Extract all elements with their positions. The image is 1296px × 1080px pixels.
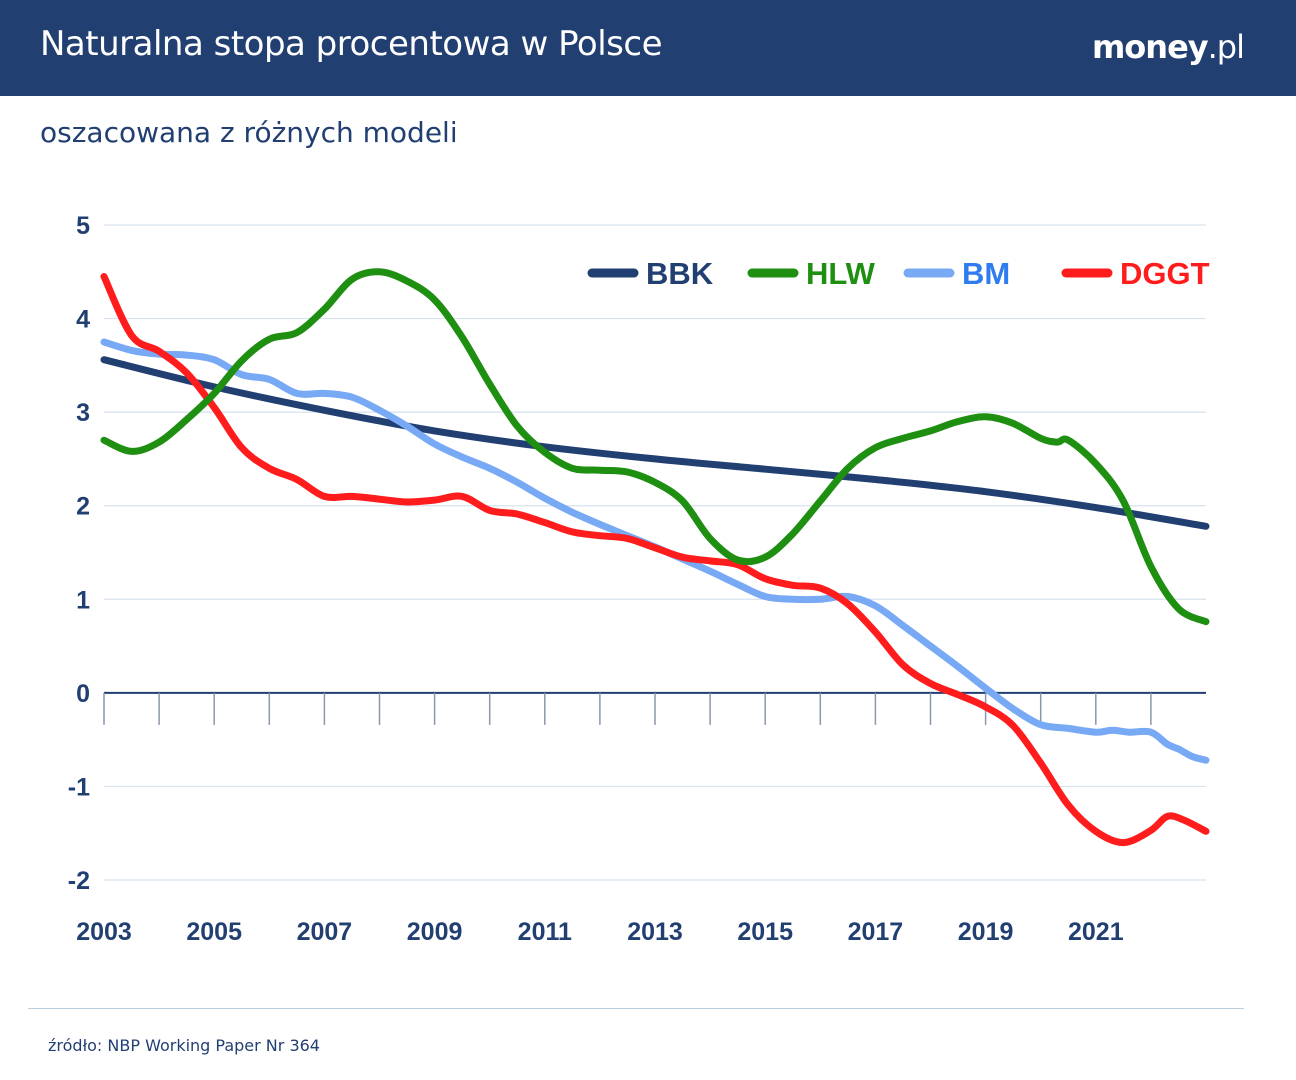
y-tick-label: 2	[76, 493, 90, 521]
x-tick-label: 2019	[958, 918, 1014, 946]
series-line-dggt	[100, 273, 1210, 847]
series-line-bbk	[100, 356, 1210, 530]
brand-main: money	[1091, 28, 1209, 66]
header-bar: Naturalna stopa procentowa w Polsce mone…	[0, 0, 1296, 96]
y-tick-label: 1	[76, 586, 90, 614]
y-tick-label: 4	[76, 306, 90, 334]
brand-logo[interactable]: money.pl	[1091, 28, 1245, 66]
x-tick-label: 2009	[407, 918, 463, 946]
x-tick-label: 2013	[627, 918, 683, 946]
x-tick-label: 2015	[737, 918, 793, 946]
series-line-hlw	[100, 268, 1210, 626]
x-tick-label: 2021	[1068, 918, 1124, 946]
x-tick-label: 2017	[848, 918, 904, 946]
x-tick-label: 2011	[518, 918, 572, 946]
line-chart: 5 4 3 2 1 0 -1 -2 2003 2005 2007 2009 2011 2013 2015 20…	[68, 212, 1210, 946]
y-tick-label: 0	[76, 680, 90, 708]
source-note: źródło: NBP Working Paper Nr 364	[48, 1036, 320, 1055]
y-tick-label: 5	[76, 212, 90, 240]
legend-label-dggt: DGGT	[1120, 256, 1210, 291]
brand-suffix: .pl	[1207, 28, 1245, 66]
chart-subtitle: oszacowana z różnych modeli	[40, 116, 458, 149]
y-tick-label: -2	[68, 867, 90, 895]
legend-label-bbk: BBK	[646, 256, 714, 291]
y-tick-label: -1	[68, 773, 90, 801]
series-line-bm	[100, 338, 1210, 764]
chart-title: Naturalna stopa procentowa w Polsce	[40, 24, 663, 64]
legend-label-hlw: HLW	[806, 256, 876, 291]
x-tick-label: 2005	[186, 918, 242, 946]
footer-divider	[28, 1008, 1244, 1009]
y-tick-label: 3	[76, 399, 90, 427]
x-tick-label: 2007	[297, 918, 353, 946]
x-tick-label: 2003	[76, 918, 132, 946]
legend-label-bm: BM	[962, 256, 1010, 291]
